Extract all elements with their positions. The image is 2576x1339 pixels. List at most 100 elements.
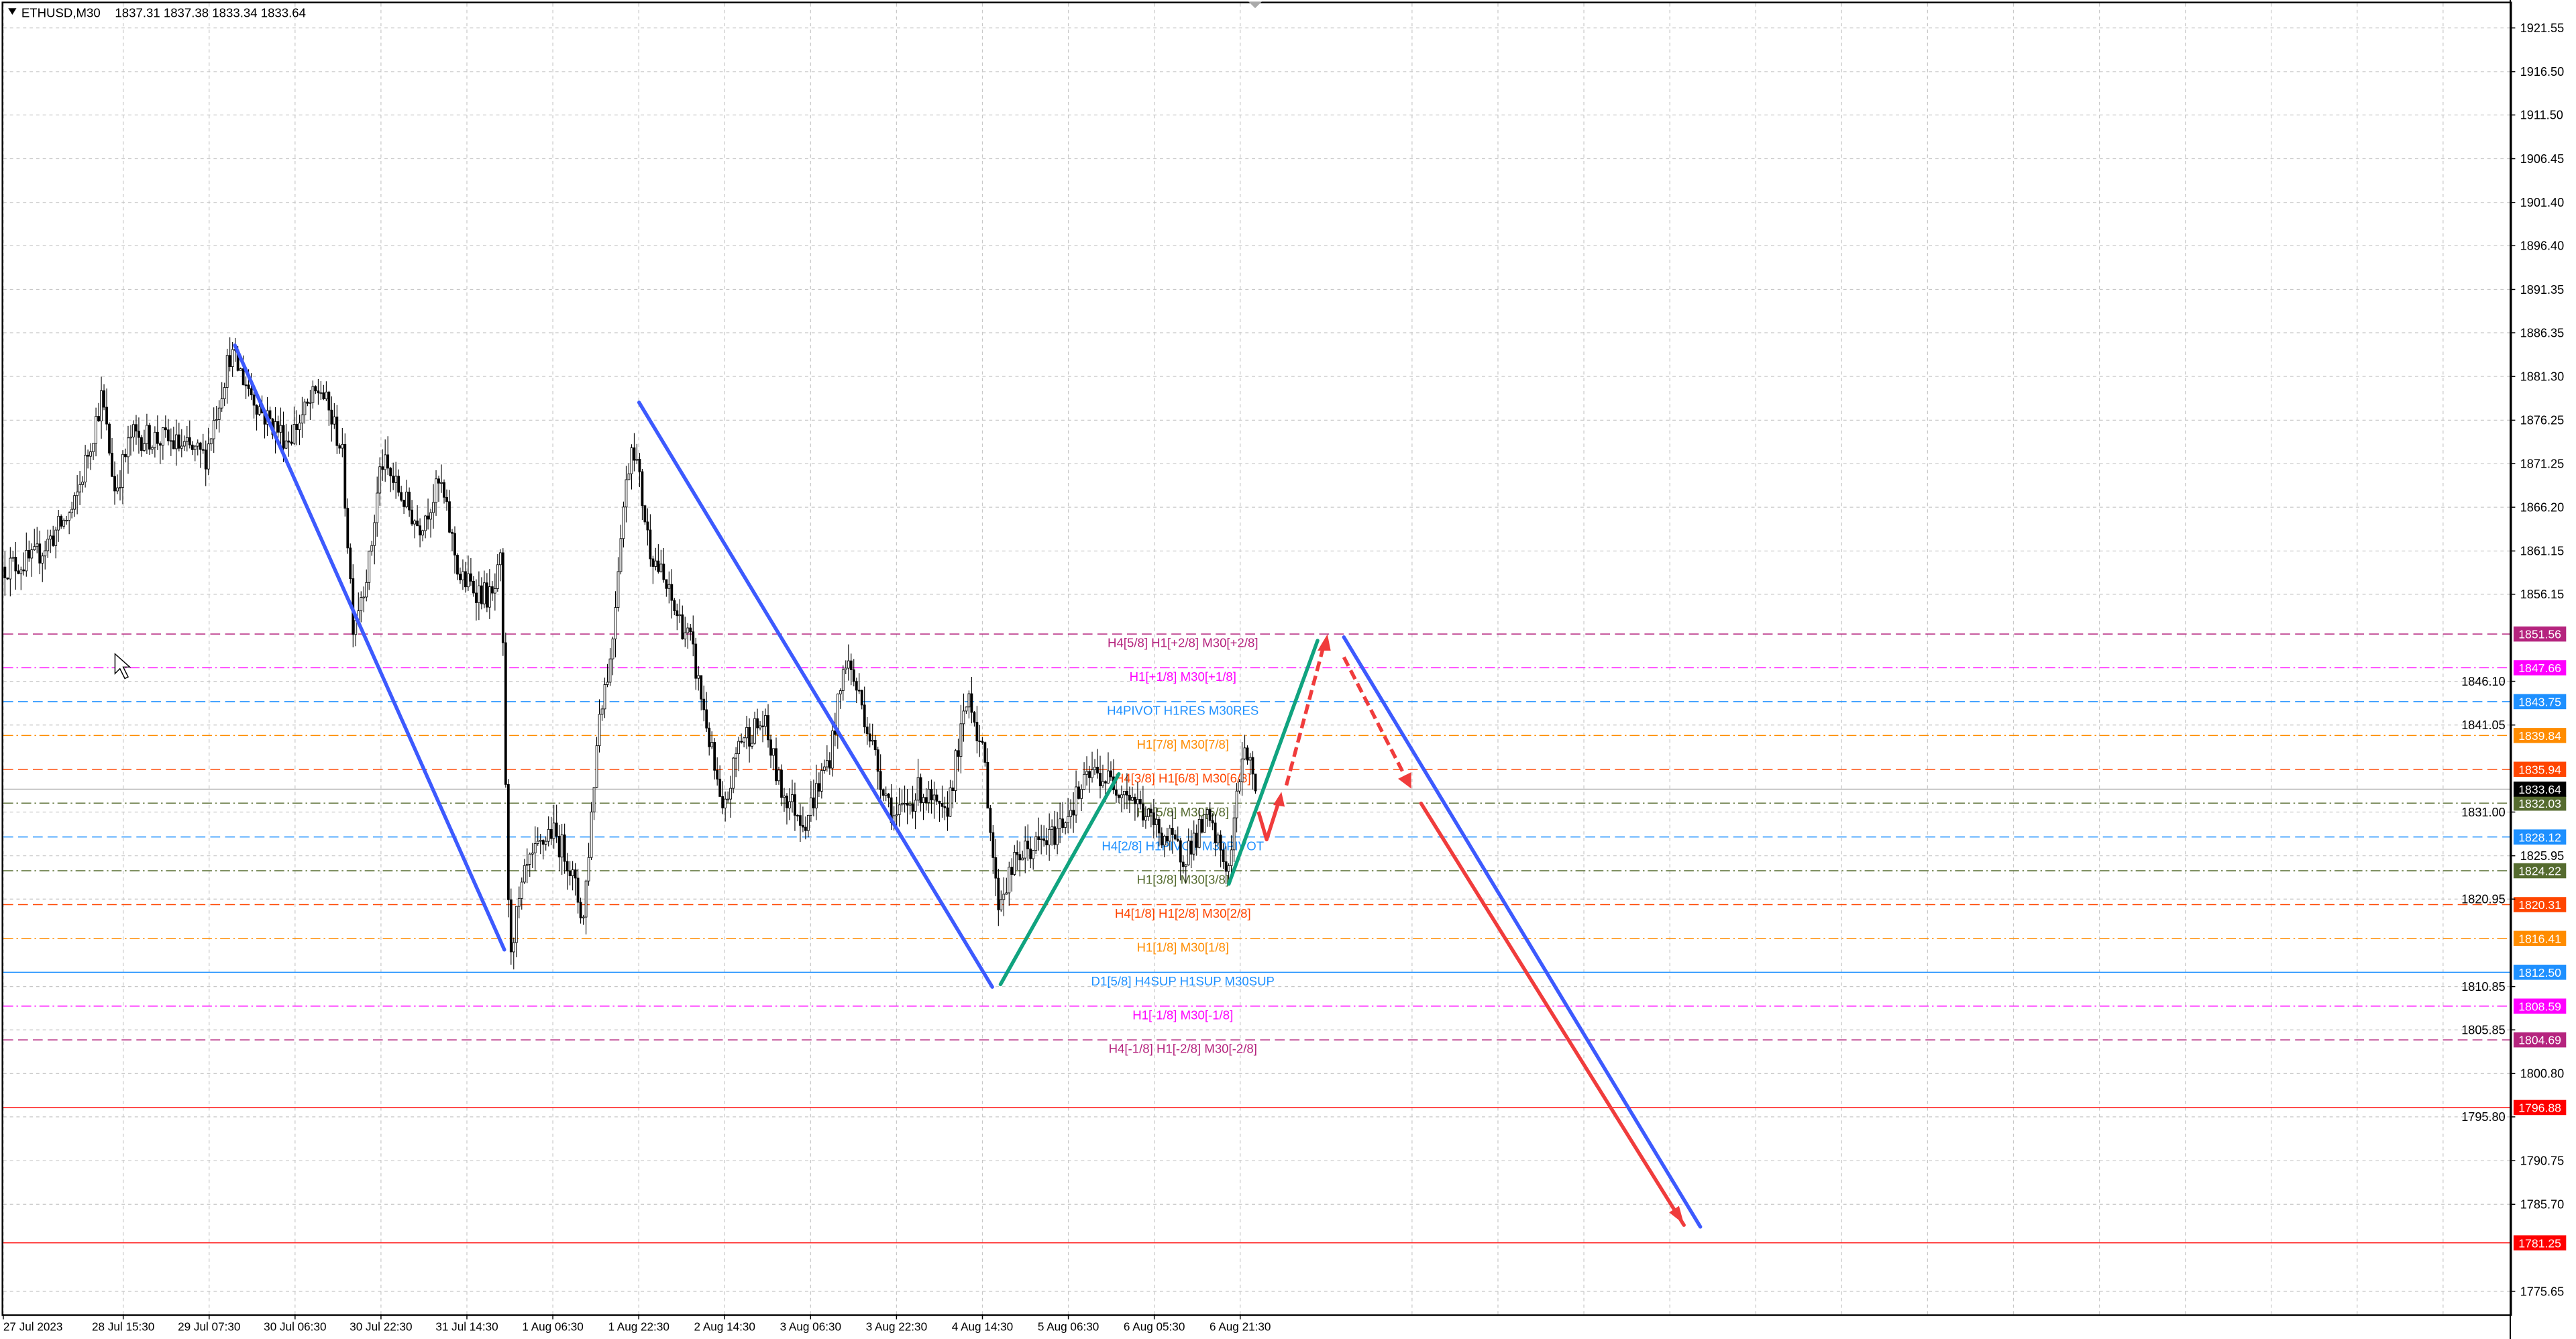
candle-up	[806, 814, 810, 831]
candle-up	[598, 714, 601, 747]
trendline-down-channel-2[interactable]	[637, 400, 994, 989]
candle-down	[708, 727, 711, 747]
candle-down	[416, 520, 419, 527]
candle-down	[166, 429, 170, 441]
candle-down	[1042, 838, 1046, 841]
candle-down	[6, 577, 9, 580]
candle-down	[1181, 861, 1185, 867]
candle-up	[528, 853, 531, 865]
candle-up	[384, 454, 387, 470]
triangle-down-icon[interactable]	[8, 8, 17, 15]
candle-down	[17, 570, 20, 574]
candle-down	[105, 407, 108, 425]
candle-down	[87, 455, 89, 457]
candle-down	[290, 441, 293, 444]
trendline-down-channel-1[interactable]	[233, 343, 506, 952]
candle-down	[541, 840, 545, 845]
candle-up	[153, 431, 156, 448]
candle-down	[868, 733, 871, 742]
candle-down	[721, 796, 724, 808]
candle-up	[1032, 850, 1035, 859]
candle-down	[1104, 781, 1107, 784]
candle-up	[600, 708, 604, 715]
price-tick-label: 1896.40	[2520, 239, 2564, 253]
candle-up	[223, 387, 226, 399]
candle-up	[462, 571, 464, 580]
candle-up	[84, 455, 87, 483]
candle-down	[1208, 809, 1212, 821]
candle-up	[635, 459, 639, 461]
price-axis[interactable]: 1851.56 1847.66 1843.75 1839.84 1835.94 1832.…	[2461, 0, 2567, 1339]
price-tick-label: 1790.75	[2520, 1154, 2564, 1167]
candle-up	[498, 552, 502, 566]
candle-up	[73, 495, 76, 510]
candle-down	[408, 491, 411, 511]
candle-up	[116, 487, 119, 492]
candle-up	[81, 482, 85, 485]
candle-down	[796, 814, 799, 817]
level-label: H4[-1/8] H1[-2/8] M30[-2/8]	[1109, 1042, 1257, 1056]
candle-down	[828, 760, 831, 769]
candle-up	[78, 484, 82, 492]
candle-up	[413, 520, 416, 525]
chart-shift-marker[interactable]	[1248, 1, 1262, 9]
trendline-projected-down-red[interactable]	[1419, 801, 1686, 1227]
level-label: H1[+1/8] M30[+1/8]	[1130, 670, 1236, 684]
candle-up	[791, 794, 794, 802]
candle-down	[1018, 854, 1022, 861]
price-tick-label: 1846.10	[2461, 675, 2505, 688]
candle-up	[174, 434, 178, 449]
candle-down	[1157, 818, 1161, 834]
candle-up	[478, 585, 480, 603]
candle-down	[1010, 867, 1014, 875]
candle-down	[935, 794, 938, 802]
price-level-tag-label: 1839.84	[2518, 729, 2561, 743]
level-label: H1[1/8] M30[1/8]	[1136, 940, 1229, 954]
candle-down	[282, 425, 285, 449]
price-tick-label: 1841.05	[2461, 718, 2505, 732]
price-level-tag-label: 1781.25	[2518, 1236, 2561, 1250]
trendline-projected-down[interactable]	[1342, 635, 1703, 1229]
candle-down	[555, 822, 558, 837]
candle-up	[1024, 841, 1027, 859]
candle-down	[657, 560, 660, 572]
candle-up	[1203, 814, 1206, 833]
candle-up	[311, 386, 315, 403]
price-level-tag-label: 1796.88	[2518, 1102, 2561, 1115]
candle-up	[1248, 757, 1252, 761]
trendlines[interactable]	[233, 343, 1703, 1229]
candle-down	[863, 704, 866, 728]
candle-up	[258, 406, 261, 415]
level-label: H4[1/8] H1[2/8] M30[2/8]	[1115, 906, 1251, 920]
candle-down	[306, 401, 309, 404]
candle-up	[429, 512, 432, 520]
candle-down	[946, 807, 949, 817]
candle-up	[547, 828, 550, 842]
candle-down	[111, 452, 113, 477]
price-tick-label: 1820.95	[2461, 893, 2505, 906]
trendline-up-leg-2[interactable]	[1227, 639, 1320, 886]
candle-down	[451, 531, 453, 534]
price-tick-label: 1785.70	[2520, 1198, 2564, 1212]
candle-down	[247, 384, 250, 389]
candle-down	[28, 549, 31, 559]
candle-up	[89, 451, 92, 457]
candle-up	[614, 607, 617, 639]
candle-down	[1165, 836, 1169, 842]
projection-down-dashed	[1342, 656, 1408, 780]
candle-up	[962, 710, 965, 725]
candle-down	[748, 727, 751, 747]
candle-up	[435, 478, 437, 503]
candle-up	[727, 798, 730, 800]
candle-down	[327, 391, 331, 411]
candle-down	[1088, 771, 1091, 778]
candle-up	[11, 557, 15, 559]
trendline-up-leg-1[interactable]	[998, 772, 1121, 987]
candle-down	[700, 675, 703, 700]
time-axis[interactable]: 27 Jul 2023 28 Jul 15:30 29 Jul 07:30 30 Ju…	[3, 1314, 1271, 1334]
price-level-tag-label: 1851.56	[2518, 628, 2561, 641]
candle-up	[809, 797, 812, 816]
candle-down	[1195, 833, 1198, 848]
candle-down	[97, 416, 100, 421]
